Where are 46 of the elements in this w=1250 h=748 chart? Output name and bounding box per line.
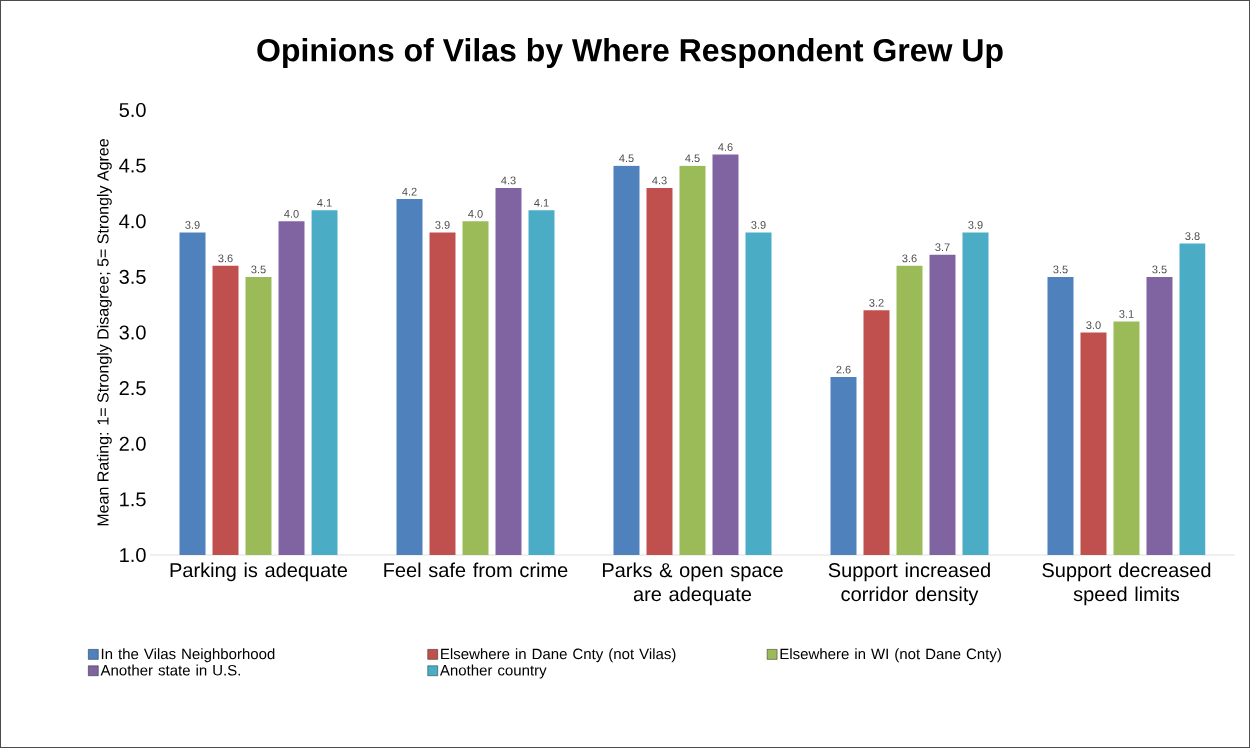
legend-label: In the Vilas Neighborhood xyxy=(101,648,275,663)
x-tick-label: Support decreased speed limits xyxy=(1042,562,1211,606)
legend-label: Elsewhere in Dane Cnty (not Vilas) xyxy=(441,648,676,663)
y-tick-label: 4.5 xyxy=(119,158,146,173)
data-label: 3.9 xyxy=(435,221,450,229)
y-tick-label: 2.5 xyxy=(119,381,146,396)
x-tick-label: Parks & open space are adequate xyxy=(602,562,783,606)
data-label: 4.1 xyxy=(534,199,549,207)
x-tick-label: Feel safe from crime xyxy=(384,562,568,578)
data-label: 3.6 xyxy=(902,254,917,263)
data-label: 2.6 xyxy=(836,365,851,374)
legend-label: Another country xyxy=(439,664,547,679)
data-label: 4.0 xyxy=(284,209,299,218)
y-tick-label: 3.0 xyxy=(119,325,146,340)
y-tick-label: 1.0 xyxy=(120,547,146,563)
data-label: 3.9 xyxy=(751,221,766,229)
y-axis-title: Mean Rating: 1= Strongly Disagree; 5= Strongly Agree xyxy=(96,139,112,526)
y-tick-label: 4.0 xyxy=(119,214,146,229)
data-label: 3.5 xyxy=(251,265,266,274)
data-label: 4.5 xyxy=(685,154,700,163)
data-label: 3.5 xyxy=(1152,265,1167,274)
data-label: 3.7 xyxy=(935,243,950,252)
data-label: 4.3 xyxy=(501,176,516,185)
data-label: 3.1 xyxy=(1119,310,1134,318)
data-label: 4.2 xyxy=(402,187,417,196)
data-label: 3.0 xyxy=(1086,321,1101,329)
data-label: 3.9 xyxy=(968,221,983,229)
data-label: 3.6 xyxy=(218,254,233,263)
y-tick-label: 1.5 xyxy=(120,492,146,507)
y-tick-label: 2.0 xyxy=(119,436,146,451)
data-label: 3.9 xyxy=(185,221,200,229)
data-label: 4.3 xyxy=(652,176,667,185)
legend-label: Another state in U.S. xyxy=(100,664,241,676)
data-label: 3.2 xyxy=(869,298,884,307)
x-tick-label: Support increased corridor density xyxy=(828,562,990,606)
data-label: 3.8 xyxy=(1185,232,1200,240)
legend-label: Elsewhere in WI (not Dane Cnty) xyxy=(780,648,1001,663)
data-label: 4.0 xyxy=(468,209,483,218)
chart-title: Opinions of Vilas by Where Respondent Grew Up xyxy=(257,38,1003,68)
data-label: 4.1 xyxy=(317,199,332,207)
data-label: 4.6 xyxy=(718,143,733,151)
y-tick-label: 5.0 xyxy=(119,102,146,118)
x-tick-label: Parking is adequate xyxy=(170,562,348,582)
y-tick-label: 3.5 xyxy=(119,269,146,284)
data-label: 3.5 xyxy=(1053,265,1068,274)
data-label: 4.5 xyxy=(619,154,634,163)
